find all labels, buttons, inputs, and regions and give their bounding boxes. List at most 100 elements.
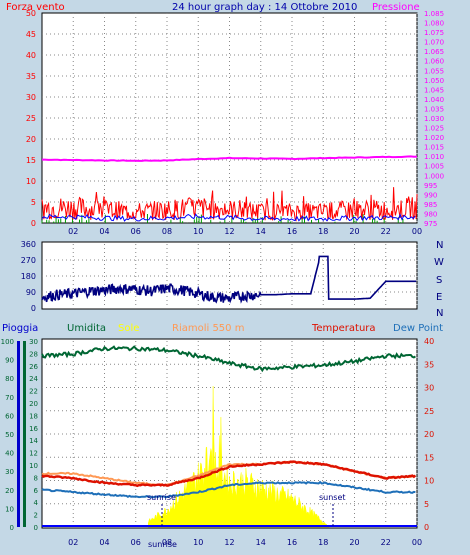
umidita-axis-bar xyxy=(23,341,26,527)
legend-temperatura: Temperatura xyxy=(311,323,376,334)
top-x-tick-label: 06 xyxy=(131,227,141,236)
top-x-tick-label: 14 xyxy=(256,227,266,236)
sunrise-label: sunrise xyxy=(147,493,176,502)
umidita-tick-label: 16 xyxy=(29,425,38,433)
top-left-tick-label: 45 xyxy=(26,30,36,39)
umidita-tick-label: 2 xyxy=(34,512,38,520)
sunset-label: sunset xyxy=(319,493,346,502)
legend-sole: Sole xyxy=(118,323,139,334)
bottom-right-tick-label: 15 xyxy=(424,453,434,462)
pioggia-tick-label: 80 xyxy=(5,375,14,383)
mid-left-tick-label: 90 xyxy=(26,288,36,297)
top-right-tick-label: 1.060 xyxy=(424,58,444,66)
bottom-right-tick-label: 30 xyxy=(424,384,434,393)
top-x-tick-label: 20 xyxy=(349,227,359,236)
top-right-tick-label: 1.040 xyxy=(424,96,444,104)
pioggia-tick-label: 100 xyxy=(1,338,14,346)
umidita-tick-label: 20 xyxy=(29,400,38,408)
top-x-tick-label: 12 xyxy=(224,227,234,236)
top-right-tick-label: 1.000 xyxy=(424,172,444,180)
header-forza-vento: Forza vento xyxy=(6,2,65,13)
top-x-tick-label: 04 xyxy=(99,227,109,236)
pioggia-tick-label: 50 xyxy=(5,431,14,439)
umidita-tick-label: 6 xyxy=(34,487,39,495)
umidita-tick-label: 28 xyxy=(29,350,38,358)
umidita-tick-label: 22 xyxy=(29,388,38,396)
umidita-tick-label: 12 xyxy=(29,450,38,458)
legend-dewpoint: Dew Point xyxy=(393,323,443,334)
compass-w: W xyxy=(434,257,444,268)
pioggia-tick-label: 40 xyxy=(5,450,14,458)
top-right-tick-label: 1.085 xyxy=(424,10,444,18)
bottom-x-tick-label: 10 xyxy=(193,538,203,547)
bottom-x-tick-label: 06 xyxy=(131,538,141,547)
top-left-tick-label: 15 xyxy=(26,156,36,165)
bottom-right-tick-label: 5 xyxy=(424,500,429,509)
umidita-tick-label: 24 xyxy=(29,375,38,383)
top-right-tick-label: 1.050 xyxy=(424,77,444,85)
bottom-x-tick-label: 08 xyxy=(162,538,172,547)
bottom-x-tick-label: 00 xyxy=(412,538,422,547)
top-right-tick-label: 1.015 xyxy=(424,144,444,152)
top-left-tick-label: 5 xyxy=(31,198,36,207)
umidita-tick-label: 8 xyxy=(34,474,38,482)
bottom-x-tick-label: 18 xyxy=(318,538,328,547)
bottom-right-tick-label: 10 xyxy=(424,477,434,486)
compass-e: E xyxy=(436,292,442,303)
umidita-tick-label: 30 xyxy=(29,338,38,346)
bottom-x-tick-label: 22 xyxy=(381,538,391,547)
temperature-line xyxy=(41,460,417,488)
top-left-tick-label: 35 xyxy=(26,72,36,81)
top-left-tick-label: 20 xyxy=(26,135,36,144)
top-right-tick-label: 1.030 xyxy=(424,115,444,123)
top-right-tick-label: 1.045 xyxy=(424,86,444,94)
bottom-x-tick-label: 02 xyxy=(68,538,78,547)
top-right-tick-label: 985 xyxy=(424,201,437,209)
wind-direction-line xyxy=(41,255,417,304)
bottom-right-tick-label: 35 xyxy=(424,360,434,369)
compass-n-top: N xyxy=(436,240,443,251)
header-title: 24 hour graph day : 14 Ottobre 2010 xyxy=(172,2,357,13)
umidita-tick-label: 18 xyxy=(29,412,38,420)
top-left-tick-label: 25 xyxy=(26,114,36,123)
dewpoint-line xyxy=(41,480,416,499)
wind-speed-line xyxy=(41,187,418,222)
mid-left-tick-label: 0 xyxy=(31,304,36,313)
pioggia-tick-label: 20 xyxy=(5,487,14,495)
umidita-tick-label: 4 xyxy=(34,499,39,507)
top-right-tick-label: 1.075 xyxy=(424,29,444,37)
top-right-tick-label: 990 xyxy=(424,191,437,199)
compass-s: S xyxy=(436,275,442,286)
top-x-tick-label: 22 xyxy=(381,227,391,236)
legend-pioggia: Pioggia xyxy=(2,323,38,334)
top-x-tick-label: 18 xyxy=(318,227,328,236)
top-left-tick-label: 50 xyxy=(26,9,36,18)
top-x-tick-label: 08 xyxy=(162,227,172,236)
bottom-x-tick-label: 20 xyxy=(349,538,359,547)
top-x-tick-label: 02 xyxy=(68,227,78,236)
top-right-tick-label: 1.065 xyxy=(424,48,444,56)
umidita-tick-label: 10 xyxy=(29,462,38,470)
mid-left-tick-label: 360 xyxy=(21,240,36,249)
humidity-line xyxy=(41,345,416,373)
top-right-tick-label: 995 xyxy=(424,182,437,190)
bottom-right-tick-label: 0 xyxy=(424,523,429,532)
sunrise-axis-label: sunrise xyxy=(148,540,177,549)
top-x-tick-label: 00 xyxy=(412,227,422,236)
top-left-tick-label: 0 xyxy=(31,219,36,228)
top-x-tick-label: 10 xyxy=(193,227,203,236)
umidita-tick-label: 26 xyxy=(29,363,38,371)
pioggia-tick-label: 10 xyxy=(5,505,14,513)
header-pressione: Pressione xyxy=(372,2,420,13)
top-right-tick-label: 1.035 xyxy=(424,105,444,113)
bottom-x-tick-label: 04 xyxy=(99,538,109,547)
top-right-tick-label: 1.055 xyxy=(424,67,444,75)
top-left-tick-label: 30 xyxy=(26,93,36,102)
legend-riamoli: Riamoli 550 m xyxy=(172,323,244,334)
bottom-right-tick-label: 40 xyxy=(424,337,434,346)
bottom-right-tick-label: 20 xyxy=(424,430,434,439)
pressure-line xyxy=(42,155,418,162)
pioggia-axis-bar xyxy=(17,341,20,527)
top-right-tick-label: 1.020 xyxy=(424,134,444,142)
top-left-tick-label: 40 xyxy=(26,51,36,60)
